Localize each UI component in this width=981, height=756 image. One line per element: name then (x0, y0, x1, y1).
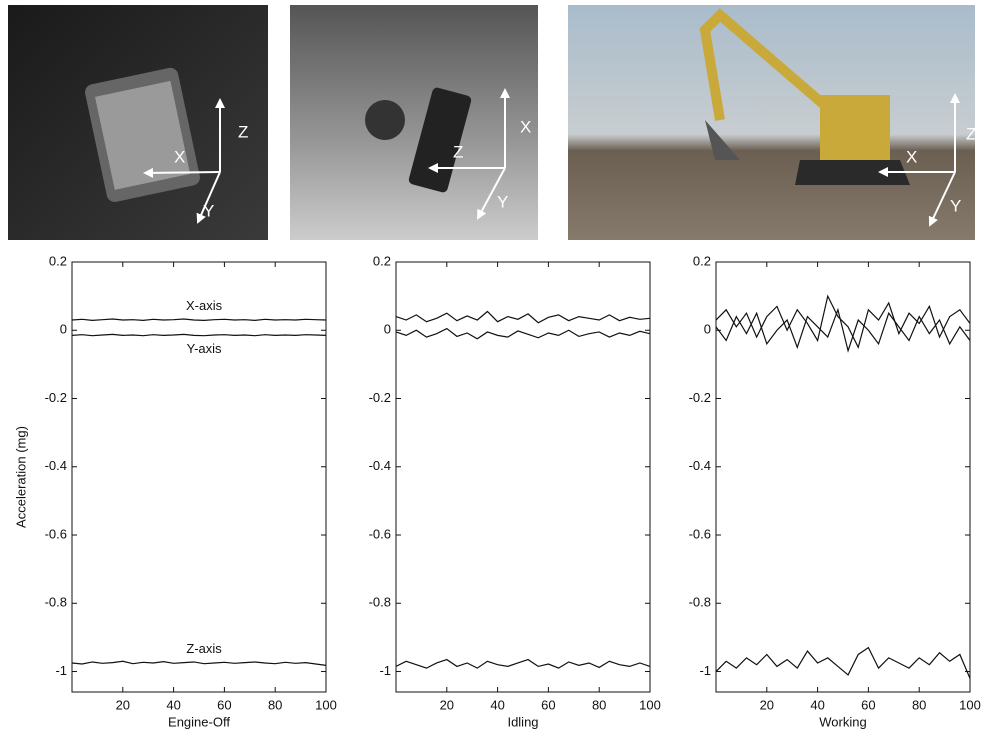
plot-frame (72, 262, 326, 692)
x-tick-label: 40 (490, 697, 504, 712)
y-tick-label: -0.2 (369, 390, 391, 405)
y-tick-label: -1 (55, 663, 67, 678)
x-tick-label: 100 (315, 697, 337, 712)
x-tick-label: 60 (861, 697, 875, 712)
y-tick-label: 0 (384, 322, 391, 337)
y-tick-label: 0 (704, 322, 711, 337)
series-line (716, 296, 970, 347)
y-tick-label: -0.2 (45, 390, 67, 405)
axis-label: Y (497, 192, 508, 211)
photo-idling: X Z Y (290, 5, 538, 240)
series-line (716, 648, 970, 679)
y-tick-label: -0.6 (45, 526, 67, 541)
photo-engine-off: Z X Y (8, 5, 268, 240)
y-tick-label: 0.2 (49, 253, 67, 268)
y-tick-label: -0.4 (369, 458, 391, 473)
axis-label: X (520, 117, 531, 136)
x-tick-label: 40 (810, 697, 824, 712)
x-tick-label: 20 (440, 697, 454, 712)
x-tick-label: 60 (217, 697, 231, 712)
x-tick-label: 60 (541, 697, 555, 712)
series-line (396, 329, 650, 339)
x-tick-label: 80 (912, 697, 926, 712)
figure: Z X Y X Z Y Z X Y 0.2 0 -0.2 -0.4 -0.6 -0.8 -1… (0, 0, 981, 751)
axis-label: Z (966, 124, 976, 143)
x-axis-label: Idling (507, 714, 538, 729)
x-tick-label: 40 (166, 697, 180, 712)
y-axis-label: Acceleration (mg) (13, 426, 28, 528)
y-tick-label: -1 (379, 663, 391, 678)
y-tick-label: 0.2 (373, 253, 391, 268)
x-tick-label: 100 (959, 697, 981, 712)
y-tick-label: -0.4 (45, 458, 67, 473)
series-label: Y-axis (187, 341, 222, 356)
y-tick-label: -0.8 (369, 595, 391, 610)
y-tick-label: -1 (699, 663, 711, 678)
series-line (72, 661, 326, 665)
series-line (72, 334, 326, 335)
series-line (72, 319, 326, 320)
series-line (396, 660, 650, 669)
y-tick-label: -0.8 (689, 595, 711, 610)
y-tick-label: -0.4 (689, 458, 711, 473)
charts: 0.2 0 -0.2 -0.4 -0.6 -0.8 -1 20 40 60 80 100 Engine-… (13, 253, 980, 729)
y-tick-label: -0.6 (369, 526, 391, 541)
photo-working: Z X Y (568, 5, 976, 240)
y-tick-label: -0.8 (45, 595, 67, 610)
axis-label: Z (238, 122, 248, 141)
x-axis-label: Working (819, 714, 866, 729)
x-tick-label: 100 (639, 697, 661, 712)
plot-frame (396, 262, 650, 692)
x-tick-label: 80 (592, 697, 606, 712)
y-tick-label: 0 (60, 322, 67, 337)
plot-frame (716, 262, 970, 692)
y-tick-label: 0.2 (693, 253, 711, 268)
x-tick-label: 20 (116, 697, 130, 712)
axis-label: X (906, 147, 917, 166)
x-tick-label: 20 (760, 697, 774, 712)
axis-label: Y (950, 196, 961, 215)
y-tick-label: -0.6 (689, 526, 711, 541)
x-tick-label: 80 (268, 697, 282, 712)
y-tick-label: -0.2 (689, 390, 711, 405)
axis-label: Z (453, 142, 463, 161)
series-label: X-axis (186, 298, 223, 313)
series-label: Z-axis (186, 641, 222, 656)
axis-label: X (174, 147, 185, 166)
axis-label: Y (203, 201, 214, 220)
series-line (396, 311, 650, 322)
x-axis-label: Engine-Off (168, 714, 230, 729)
